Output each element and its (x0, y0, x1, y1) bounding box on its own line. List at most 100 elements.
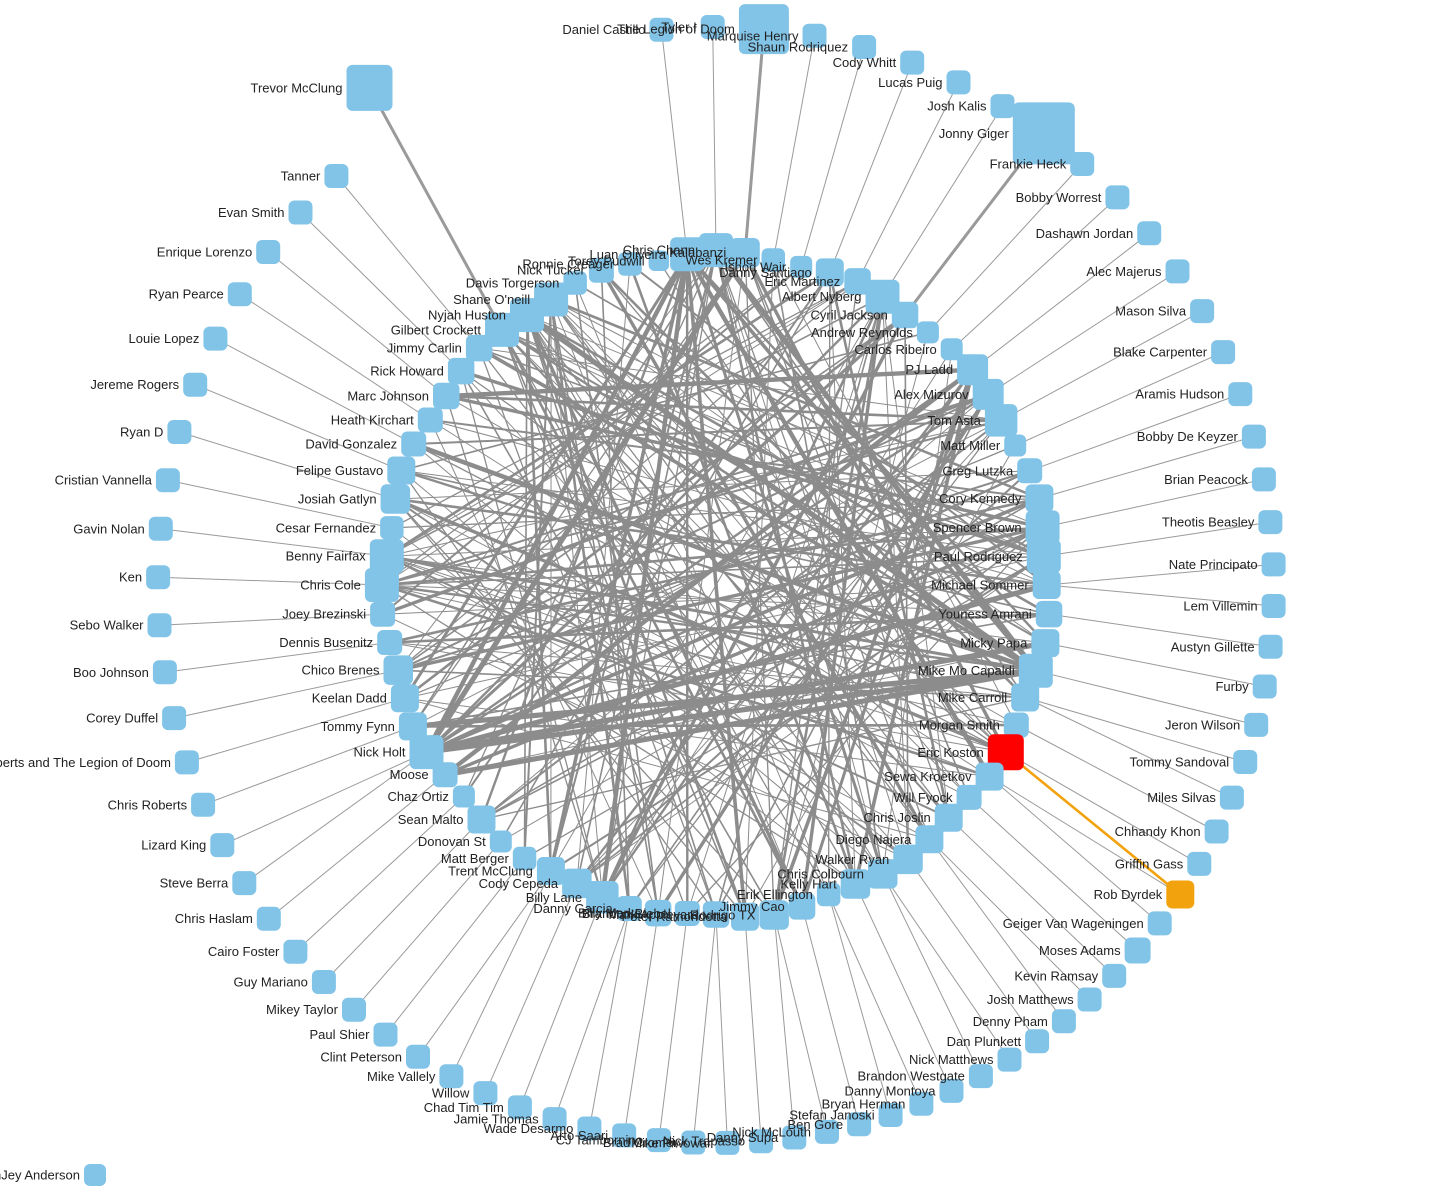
svg-text:Cesar Fernandez: Cesar Fernandez (276, 520, 376, 535)
svg-text:Nick Matthews: Nick Matthews (909, 1052, 994, 1067)
svg-text:Chris Roberts: Chris Roberts (108, 797, 188, 812)
svg-text:Mike Carroll: Mike Carroll (938, 690, 1007, 705)
svg-text:Matt Berger: Matt Berger (441, 851, 510, 866)
svg-text:Lizard King: Lizard King (141, 838, 206, 853)
svg-text:Tommy Fynn: Tommy Fynn (320, 719, 394, 734)
svg-text:Cristian Vannella: Cristian Vannella (55, 473, 153, 488)
svg-text:Tom Asta: Tom Asta (927, 413, 981, 428)
svg-text:Kevin Ramsay: Kevin Ramsay (1014, 968, 1098, 983)
svg-text:Eric Koston: Eric Koston (917, 745, 983, 760)
svg-text:Mason Silva: Mason Silva (1115, 304, 1187, 319)
svg-text:Morgan Smith: Morgan Smith (919, 718, 1000, 733)
svg-text:Diego Najera: Diego Najera (836, 832, 913, 847)
svg-text:Donovan St: Donovan St (418, 834, 486, 849)
svg-text:Guy Mariano: Guy Mariano (233, 975, 307, 990)
svg-text:Jimmy Carlin: Jimmy Carlin (387, 341, 462, 356)
svg-text:Josh Matthews: Josh Matthews (987, 992, 1074, 1007)
svg-text:David Gonzalez: David Gonzalez (305, 437, 397, 452)
svg-text:Josh Kalis: Josh Kalis (927, 99, 987, 114)
svg-text:Chris Cole: Chris Cole (300, 578, 361, 593)
svg-text:Michael Sommer: Michael Sommer (931, 578, 1029, 593)
svg-text:Furby: Furby (1215, 679, 1249, 694)
svg-text:Clint Peterson: Clint Peterson (320, 1049, 402, 1064)
svg-text:Brandon Westgate: Brandon Westgate (857, 1069, 964, 1084)
svg-text:Sewa Kroetkov: Sewa Kroetkov (884, 769, 972, 784)
svg-text:Marc Johnson: Marc Johnson (347, 389, 429, 404)
svg-text:Geiger Van Wageningen: Geiger Van Wageningen (1003, 916, 1144, 931)
svg-text:Austyn Gillette: Austyn Gillette (1171, 639, 1255, 654)
svg-text:Youness Amrani: Youness Amrani (938, 607, 1032, 622)
svg-text:Heath Kirchart: Heath Kirchart (331, 413, 414, 428)
svg-text:KenJey Anderson: KenJey Anderson (0, 1168, 80, 1183)
svg-text:Torey Pudwill: Torey Pudwill (568, 253, 645, 268)
svg-text:Bobby Worrest: Bobby Worrest (1016, 190, 1102, 205)
svg-text:Jonny Giger: Jonny Giger (939, 126, 1010, 141)
svg-text:Alec Majerus: Alec Majerus (1086, 264, 1162, 279)
svg-text:Aramis Hudson: Aramis Hudson (1135, 387, 1224, 402)
svg-text:Cody Whitt: Cody Whitt (833, 55, 897, 70)
svg-text:Lem Villemin: Lem Villemin (1183, 599, 1257, 614)
svg-text:Benny Fairfax: Benny Fairfax (286, 549, 367, 564)
svg-text:Micky Papa: Micky Papa (960, 636, 1028, 651)
svg-text:Paul Rodriguez: Paul Rodriguez (934, 549, 1023, 564)
svg-text:Enrique Lorenzo: Enrique Lorenzo (157, 245, 252, 260)
svg-text:Boo Johnson: Boo Johnson (73, 665, 149, 680)
svg-text:Nate Principato: Nate Principato (1169, 557, 1258, 572)
svg-text:Billy Lane: Billy Lane (526, 890, 582, 905)
svg-text:Joey Brezinski: Joey Brezinski (282, 607, 366, 622)
svg-text:Keelan Dadd: Keelan Dadd (312, 691, 387, 706)
svg-text:Evan Smith: Evan Smith (218, 205, 284, 220)
svg-text:Moose: Moose (390, 767, 429, 782)
svg-text:Cyril Jackson: Cyril Jackson (811, 308, 888, 323)
svg-text:Chico Brenes: Chico Brenes (301, 663, 380, 678)
svg-text:Ryan D: Ryan D (120, 425, 163, 440)
svg-text:Shane O'neill: Shane O'neill (453, 292, 530, 307)
svg-text:Cairo Foster: Cairo Foster (208, 944, 280, 959)
svg-text:Corey Duffel: Corey Duffel (86, 711, 158, 726)
svg-text:Theotis Beasley: Theotis Beasley (1162, 515, 1255, 530)
svg-text:Frankie Heck: Frankie Heck (990, 157, 1067, 172)
svg-text:Sebo Walker: Sebo Walker (70, 618, 145, 633)
svg-text:Felipe Gustavo: Felipe Gustavo (296, 463, 383, 478)
svg-text:Nyjah Huston: Nyjah Huston (428, 308, 506, 323)
svg-text:Eric Martinez: Eric Martinez (764, 274, 840, 289)
svg-text:Lucas Puig: Lucas Puig (878, 75, 942, 90)
svg-text:Ryan Pearce: Ryan Pearce (149, 287, 224, 302)
svg-text:Trevor McClung: Trevor McClung (251, 80, 343, 95)
svg-text:Tanner: Tanner (281, 169, 321, 184)
svg-text:Shaun Rodriquez: Shaun Rodriquez (748, 40, 848, 55)
svg-text:Tommy Sandoval: Tommy Sandoval (1129, 755, 1229, 770)
svg-text:Alex Mizurov: Alex Mizurov (894, 387, 969, 402)
svg-text:Gavin Nolan: Gavin Nolan (73, 521, 145, 536)
svg-text:Davis Torgerson: Davis Torgerson (466, 276, 560, 291)
svg-text:Willow: Willow (432, 1086, 470, 1101)
svg-text:Mikey Taylor: Mikey Taylor (266, 1002, 339, 1017)
svg-text:Carlos Ribeiro: Carlos Ribeiro (854, 342, 936, 357)
svg-text:Chris Roberts and The Legion o: Chris Roberts and The Legion of Doom (0, 755, 171, 770)
svg-text:Denny Pham: Denny Pham (973, 1014, 1048, 1029)
svg-text:PJ Ladd: PJ Ladd (905, 362, 953, 377)
svg-text:Moses Adams: Moses Adams (1039, 943, 1121, 958)
svg-text:Rob Dyrdek: Rob Dyrdek (1094, 887, 1163, 902)
svg-text:Jeron Wilson: Jeron Wilson (1165, 717, 1240, 732)
svg-text:Dashawn Jordan: Dashawn Jordan (1036, 226, 1134, 241)
svg-text:Nick Holt: Nick Holt (353, 745, 405, 760)
svg-text:Mike Vallely: Mike Vallely (367, 1069, 436, 1084)
svg-text:Greg Lutzka: Greg Lutzka (942, 463, 1014, 478)
svg-text:Dennis Busenitz: Dennis Busenitz (279, 635, 373, 650)
svg-text:Miles Silvas: Miles Silvas (1147, 790, 1216, 805)
svg-text:Albert Nyberg: Albert Nyberg (782, 289, 861, 304)
svg-text:Walker Ryan: Walker Ryan (815, 852, 889, 867)
svg-text:Griffin Gass: Griffin Gass (1115, 856, 1184, 871)
svg-text:Brian Peacock: Brian Peacock (1164, 472, 1248, 487)
svg-text:Chaz Ortiz: Chaz Ortiz (387, 789, 448, 804)
svg-text:Chad Tim Tim: Chad Tim Tim (424, 1100, 504, 1115)
svg-text:Gilbert Crockett: Gilbert Crockett (391, 322, 482, 337)
svg-text:Bobby De Keyzer: Bobby De Keyzer (1137, 429, 1239, 444)
svg-text:Will Fyock: Will Fyock (893, 790, 953, 805)
svg-text:Chris Haslam: Chris Haslam (175, 911, 253, 926)
svg-text:Louie Lopez: Louie Lopez (129, 331, 200, 346)
svg-text:Chhandy Khon: Chhandy Khon (1115, 824, 1201, 839)
svg-text:Spencer Brown: Spencer Brown (933, 520, 1022, 535)
svg-text:Paul Shier: Paul Shier (310, 1027, 371, 1042)
